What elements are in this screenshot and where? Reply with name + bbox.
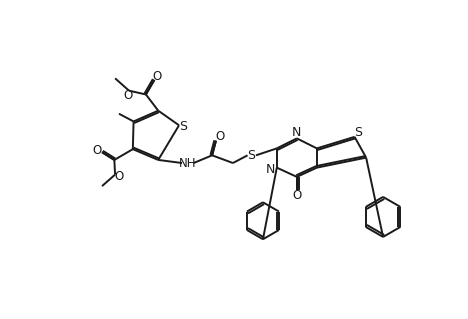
Text: O: O <box>93 144 102 157</box>
Text: S: S <box>354 126 362 139</box>
Text: O: O <box>124 89 133 102</box>
Text: O: O <box>114 170 124 183</box>
Text: O: O <box>153 70 162 83</box>
Text: S: S <box>179 120 187 133</box>
Text: O: O <box>215 130 225 143</box>
Text: O: O <box>292 189 301 202</box>
Text: S: S <box>248 149 256 162</box>
Text: NH: NH <box>179 157 196 170</box>
Text: N: N <box>266 163 275 176</box>
Text: N: N <box>292 127 301 139</box>
